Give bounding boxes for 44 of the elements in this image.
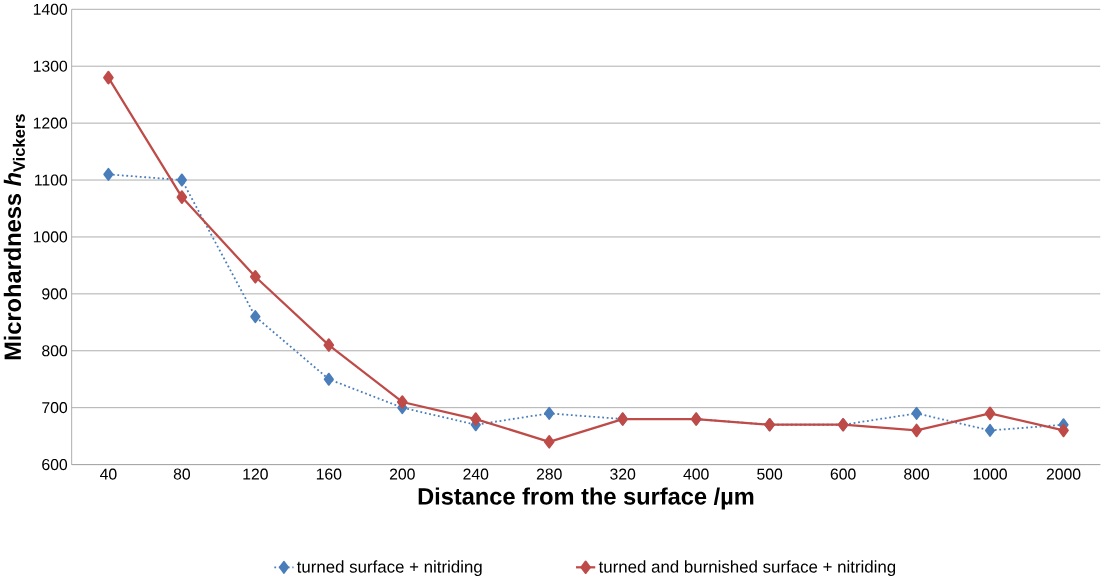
x-tick-label: 240 — [463, 468, 489, 480]
x-tick-label: 2000 — [1046, 468, 1081, 480]
point — [543, 435, 555, 449]
point — [103, 70, 114, 85]
x-tick-label: 320 — [610, 468, 636, 480]
x-axis-title: Distance from the surface /µm — [418, 487, 754, 510]
y-tick-label: 1400 — [33, 3, 68, 16]
point — [984, 424, 996, 438]
point — [984, 406, 996, 421]
point — [103, 167, 114, 181]
y-tick-label: 900 — [42, 288, 68, 300]
x-tick-label: 600 — [830, 468, 856, 480]
point — [396, 395, 408, 409]
x-tick-label: 80 — [173, 468, 191, 480]
legend-label: turned surface + nitriding — [296, 560, 482, 577]
point — [323, 338, 335, 352]
y-tick-label: 800 — [42, 345, 68, 357]
point — [176, 173, 187, 187]
y-axis-title: Microhardness h$_{Vickers}$ — [3, 114, 25, 360]
y-tick-label: 1200 — [33, 117, 68, 129]
x-tick-label: 120 — [243, 468, 268, 480]
point — [911, 423, 922, 438]
y-tick-label: 700 — [42, 402, 68, 414]
y-tick-label: 1300 — [33, 60, 68, 72]
point — [1058, 423, 1069, 438]
x-tick-label: 400 — [683, 468, 709, 480]
x-tick-label: 500 — [757, 468, 783, 480]
x-tick-label: 1000 — [973, 468, 1007, 480]
x-tick-label: 160 — [316, 468, 342, 480]
point — [250, 270, 261, 284]
legend-label: turned and burnished surface + nitriding — [598, 560, 896, 577]
point — [544, 406, 555, 421]
point — [250, 310, 261, 324]
x-tick-label: 200 — [389, 468, 415, 480]
point — [911, 406, 922, 421]
y-tick-label: 1100 — [35, 174, 68, 186]
x-tick-label: 40 — [100, 468, 117, 480]
y-tick-label: 600 — [42, 459, 68, 471]
point — [470, 412, 482, 426]
y-tick-label: 1000 — [33, 231, 68, 243]
x-tick-label: 800 — [904, 468, 930, 480]
point — [323, 372, 334, 386]
point — [176, 190, 188, 204]
x-tick-label: 280 — [536, 468, 562, 480]
